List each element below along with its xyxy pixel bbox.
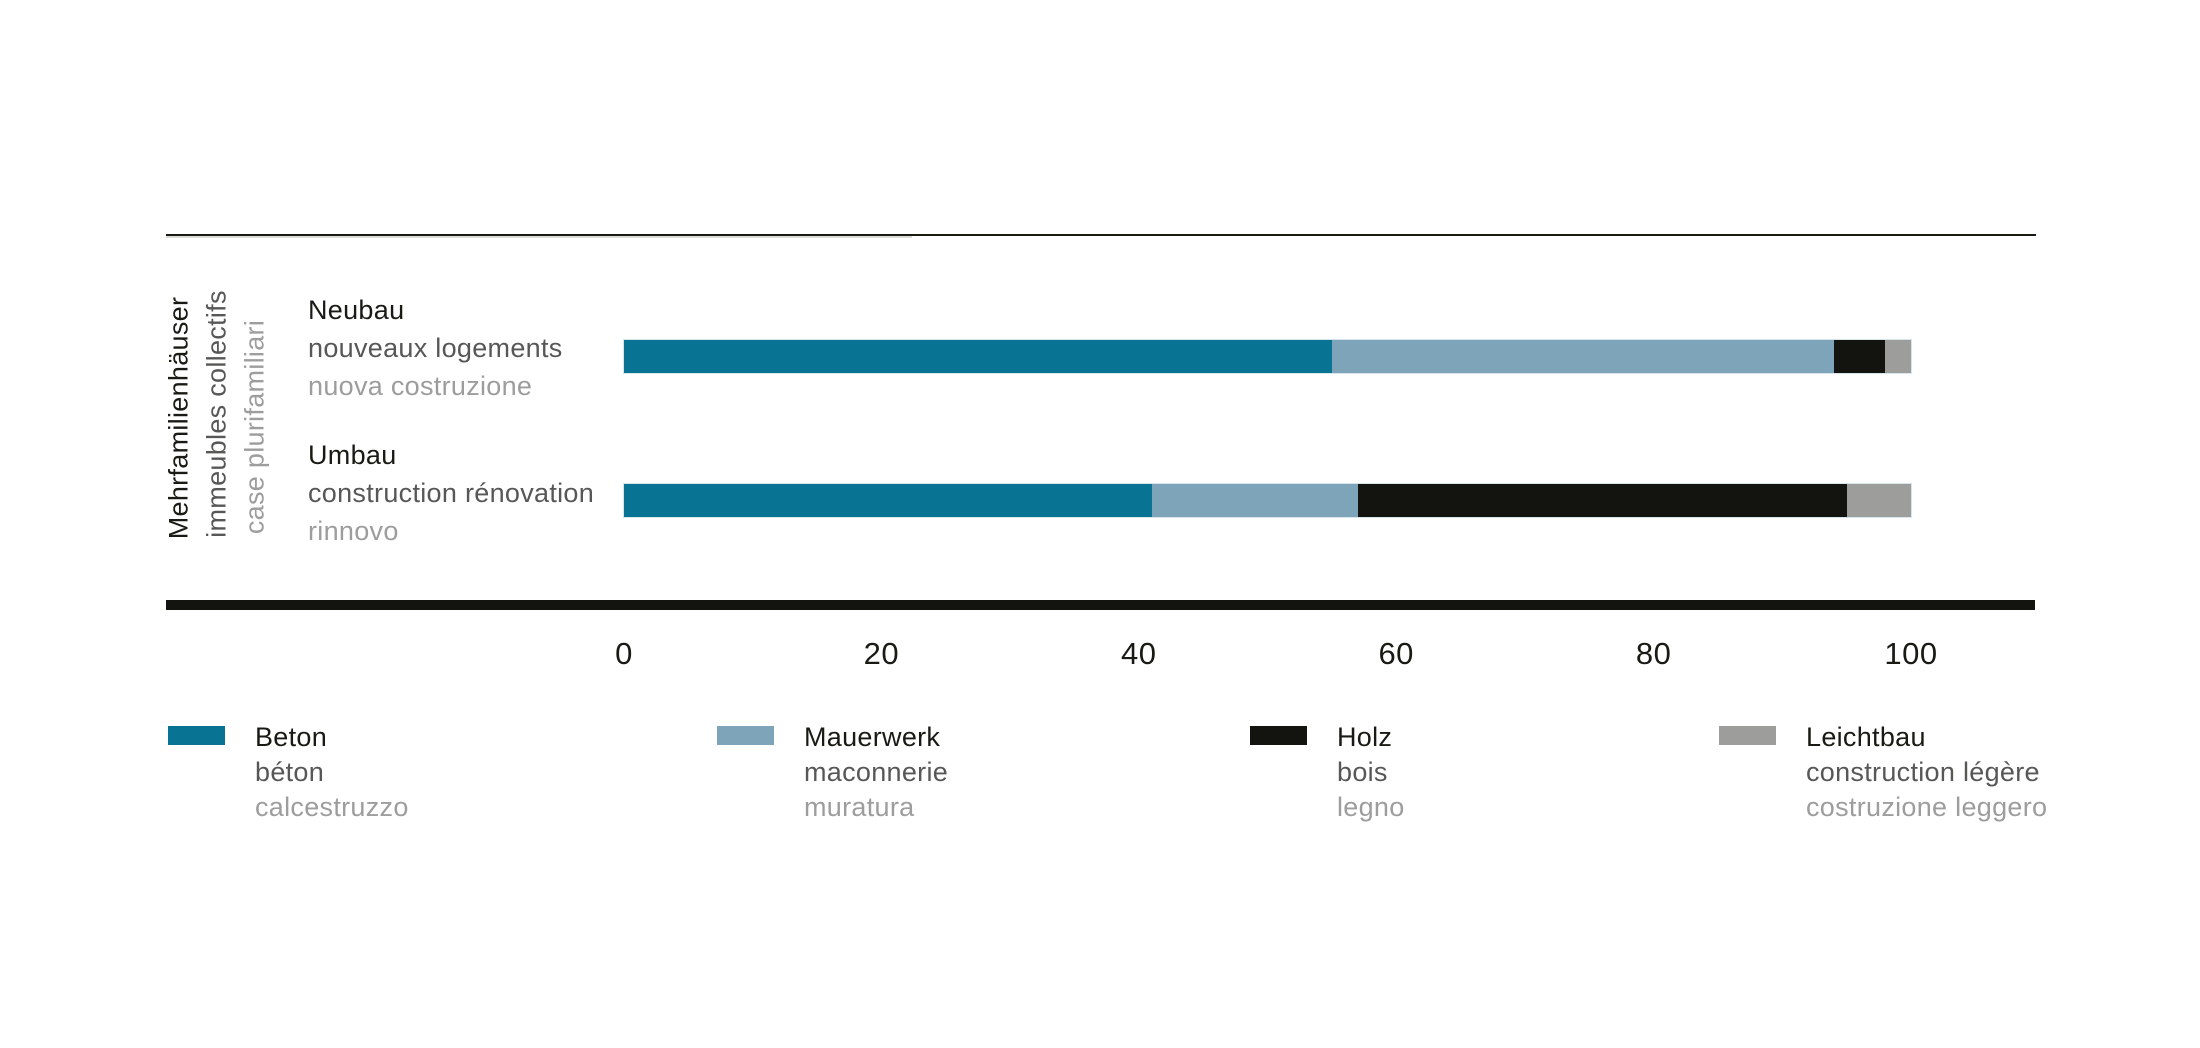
legend-label-it: muratura: [804, 792, 915, 822]
bar-row: [624, 484, 1911, 517]
legend-swatch-holz: [1250, 726, 1307, 745]
legend-label-de: Holz: [1337, 722, 1393, 752]
bar-segment-holz: [1833, 340, 1886, 373]
category-label: Umbau construction rénovation rinnovo: [308, 436, 594, 550]
legend-label-it: costruzione leggero: [1806, 792, 2048, 822]
top-rule-shadow: [166, 236, 912, 238]
legend-label-de: Mauerwerk: [804, 722, 941, 752]
legend-label-fr: construction légère: [1806, 757, 2040, 787]
legend-label: Holz bois legno: [1337, 720, 1405, 825]
bar-segment-holz: [1357, 484, 1847, 517]
category-label-fr: nouveaux logements: [308, 333, 563, 363]
category-label-de: Neubau: [308, 295, 405, 325]
legend-swatch-leichtbau: [1719, 726, 1776, 745]
x-axis-line: [166, 600, 2035, 610]
category-label-de: Umbau: [308, 440, 397, 470]
bar-segment-beton: [624, 340, 1332, 373]
category-label: Neubau nouveaux logements nuova costruzion…: [308, 291, 563, 405]
category-label-it: nuova costruzione: [308, 371, 533, 401]
x-tick-label: 40: [1121, 636, 1157, 671]
x-tick-label: 100: [1884, 636, 1938, 671]
x-tick-label: 0: [615, 636, 633, 671]
legend-label-fr: maconnerie: [804, 757, 949, 787]
legend-label-fr: bois: [1337, 757, 1388, 787]
category-label-it: rinnovo: [308, 516, 399, 546]
legend-label-de: Beton: [255, 722, 328, 752]
legend-label: Leichtbau construction légère costruzione …: [1806, 720, 2047, 825]
group-label-fr: immeubles collectifs: [201, 290, 232, 538]
legend-label-fr: béton: [255, 757, 325, 787]
x-tick-label: 80: [1635, 636, 1672, 671]
legend-label-de: Leichtbau: [1806, 722, 1926, 752]
legend-label: Mauerwerk maconnerie muratura: [804, 720, 948, 825]
legend-swatch-mauerwerk: [717, 726, 774, 745]
category-label-fr: construction rénovation: [308, 478, 595, 508]
x-tick-label: 60: [1378, 636, 1414, 671]
legend-label-it: legno: [1337, 792, 1405, 822]
bar-segment-beton: [624, 484, 1152, 517]
x-tick-label: 20: [863, 636, 900, 671]
legend-swatch-beton: [168, 726, 225, 745]
bar-segment-leichtbau: [1885, 340, 1911, 373]
bar-segment-mauerwerk: [1331, 340, 1834, 373]
group-label-it: case plurifamiliari: [239, 319, 270, 535]
legend-label: Beton béton calcestruzzo: [255, 720, 409, 825]
bar-row: [624, 340, 1911, 373]
group-label-de: Mehrfamilienhäuser: [163, 296, 194, 540]
top-rule: [166, 234, 2036, 236]
bar-segment-leichtbau: [1846, 484, 1911, 517]
bar-segment-mauerwerk: [1151, 484, 1358, 517]
legend-label-it: calcestruzzo: [255, 792, 409, 822]
